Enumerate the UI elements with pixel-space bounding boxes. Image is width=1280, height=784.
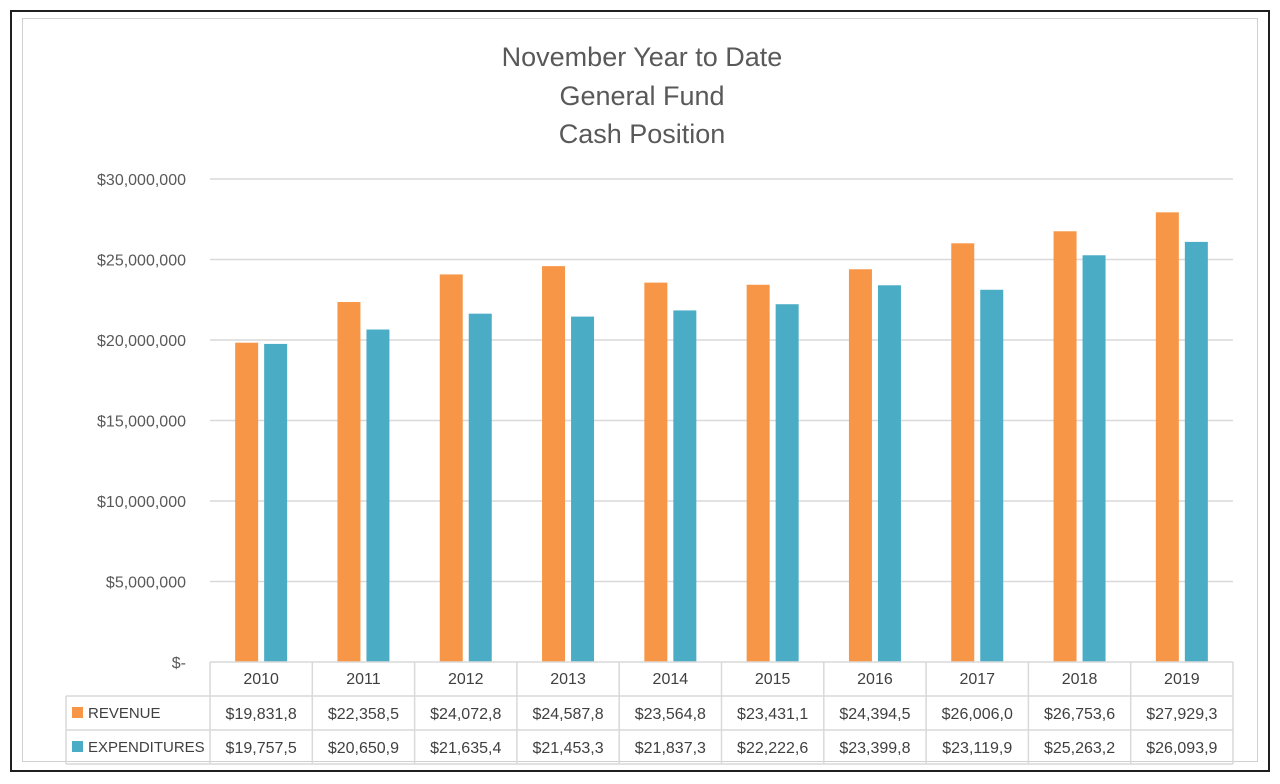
table-cell-value: $23,399,8 bbox=[839, 740, 910, 757]
revenue-legend-label: REVENUE bbox=[88, 705, 161, 722]
revenue-bar bbox=[746, 284, 770, 662]
table-cell-value: $21,837,3 bbox=[635, 740, 706, 757]
x-category-label: 2014 bbox=[653, 671, 689, 688]
chart-title-line-2: General Fund bbox=[559, 80, 725, 111]
revenue-bar bbox=[1155, 212, 1179, 663]
table-cell-value: $23,431,1 bbox=[737, 706, 808, 723]
revenue-bar bbox=[848, 269, 872, 662]
expenditures-bar bbox=[366, 329, 390, 662]
x-category-label: 2016 bbox=[857, 671, 893, 688]
x-category-label: 2011 bbox=[346, 671, 381, 688]
revenue-bar bbox=[1053, 231, 1077, 663]
table-cell-value: $19,757,5 bbox=[226, 740, 297, 757]
x-category-label: 2015 bbox=[755, 671, 791, 688]
data-table: 2010 2011 2012 2013 2014 2015 2016 2017 2018 2019… bbox=[65, 661, 1234, 765]
x-category-label: 2019 bbox=[1164, 671, 1200, 688]
revenue-bar bbox=[439, 274, 463, 662]
revenue-bar bbox=[951, 243, 975, 662]
expenditures-legend-key bbox=[72, 741, 83, 752]
chart-area-border bbox=[22, 18, 1258, 762]
table-cell-value: $24,072,8 bbox=[430, 706, 501, 723]
table-cell-value: $23,119,9 bbox=[942, 740, 1012, 757]
revenue-bar bbox=[235, 342, 259, 662]
revenue-bar bbox=[542, 266, 566, 662]
y-tick-label: $5,000,000 bbox=[106, 575, 186, 592]
table-cell-value: $22,358,5 bbox=[328, 706, 399, 723]
x-category-label: 2018 bbox=[1062, 671, 1098, 688]
table-cell-value: $26,006,0 bbox=[942, 706, 1013, 723]
table-cell-value: $27,929,3 bbox=[1146, 706, 1217, 723]
chart-title-line-3: Cash Position bbox=[558, 119, 726, 149]
expenditures-bar bbox=[1082, 255, 1106, 662]
table-cell-value: $26,093,9 bbox=[1146, 740, 1217, 757]
expenditures-bar bbox=[1184, 241, 1208, 662]
revenue-legend-key bbox=[72, 707, 83, 718]
x-category-label: 2017 bbox=[959, 671, 995, 688]
expenditures-bar bbox=[468, 313, 492, 662]
table-cell-value: $26,753,6 bbox=[1044, 706, 1115, 723]
table-cell-value: $21,635,4 bbox=[430, 740, 501, 757]
y-tick-label: $20,000,000 bbox=[97, 333, 186, 350]
y-tick-label: $10,000,000 bbox=[97, 494, 186, 511]
revenue-bar bbox=[644, 282, 668, 662]
y-tick-label: $- bbox=[172, 655, 186, 672]
outer-frame bbox=[10, 10, 1270, 772]
y-axis-labels: $- $5,000,000 $10,000,000 $15,000,000 $20,00… bbox=[97, 172, 186, 672]
table-cell-value: $24,394,5 bbox=[839, 706, 910, 723]
x-category-label: 2010 bbox=[243, 671, 279, 688]
table-cell-value: $22,222,6 bbox=[737, 740, 808, 757]
table-cell-value: $20,650,9 bbox=[328, 740, 399, 757]
expenditures-legend-label: EXPENDITURES bbox=[88, 739, 205, 756]
revenue-bar bbox=[337, 302, 361, 662]
expenditures-bar bbox=[571, 316, 595, 662]
expenditures-bar bbox=[877, 285, 901, 662]
bars bbox=[235, 212, 1208, 663]
chart-title: November Year to Date General Fund Cash … bbox=[0, 38, 1280, 154]
y-tick-label: $15,000,000 bbox=[97, 414, 186, 431]
y-tick-label: $30,000,000 bbox=[97, 172, 186, 189]
table-cell-value: $24,587,8 bbox=[532, 706, 603, 723]
y-tick-label: $25,000,000 bbox=[97, 253, 186, 270]
table-cell-value: $23,564,8 bbox=[635, 706, 706, 723]
table-cell-value: $21,453,3 bbox=[532, 740, 603, 757]
x-category-label: 2012 bbox=[448, 671, 484, 688]
expenditures-bar bbox=[980, 289, 1004, 662]
table-cell-value: $19,831,8 bbox=[226, 706, 297, 723]
gridlines bbox=[210, 178, 1233, 583]
x-category-label: 2013 bbox=[550, 671, 586, 688]
chart-title-line-1: November Year to Date bbox=[501, 42, 783, 72]
expenditures-bar bbox=[673, 310, 697, 662]
expenditures-bar bbox=[775, 304, 799, 662]
expenditures-bar bbox=[264, 343, 288, 662]
table-cell-value: $25,263,2 bbox=[1044, 740, 1115, 757]
